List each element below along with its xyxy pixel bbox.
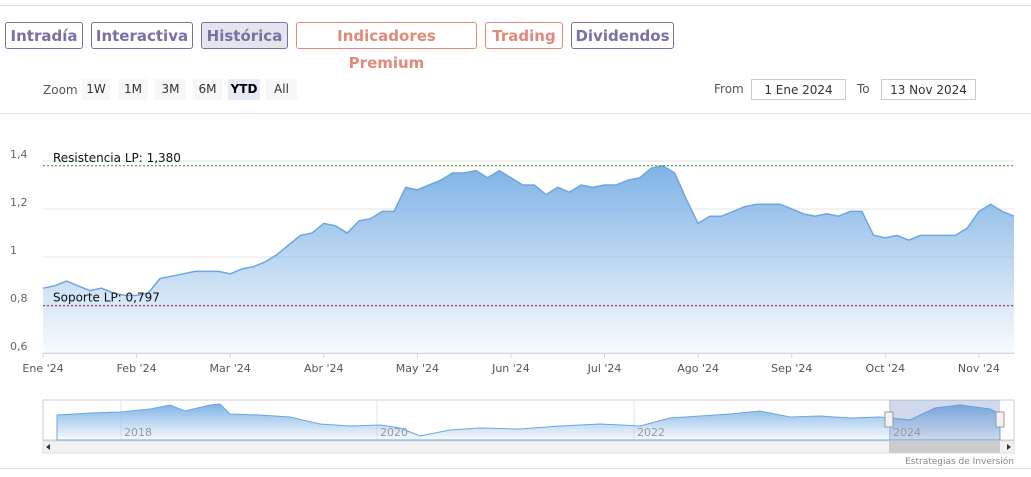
x-tick-label: Jul '24 bbox=[587, 362, 622, 375]
y-tick-label: 0,6 bbox=[10, 340, 28, 353]
zoom-button[interactable]: 6M bbox=[193, 79, 222, 100]
tab[interactable]: Trading bbox=[485, 22, 563, 49]
zoom-button[interactable]: All bbox=[266, 79, 297, 100]
zoom-button[interactable]: 1W bbox=[82, 79, 110, 100]
to-label: To bbox=[857, 82, 870, 96]
top-rule bbox=[0, 5, 1031, 6]
navigator-label: 2022 bbox=[637, 426, 665, 439]
y-tick-label: 1 bbox=[10, 244, 17, 257]
from-input[interactable]: 1 Ene 2024 bbox=[751, 79, 846, 100]
navigator-label: 2020 bbox=[380, 426, 408, 439]
to-input[interactable]: 13 Nov 2024 bbox=[881, 79, 976, 100]
line bbox=[42, 165, 1015, 297]
from-label: From bbox=[714, 82, 744, 96]
zoom-button[interactable]: YTD bbox=[228, 79, 260, 100]
scrollbar-track[interactable] bbox=[42, 440, 1015, 454]
x-tick-label: Nov '24 bbox=[958, 362, 1000, 375]
scrollbar-thumb[interactable] bbox=[889, 441, 1000, 453]
tab[interactable]: Dividendos bbox=[571, 22, 674, 49]
navigator-selection[interactable] bbox=[889, 400, 1000, 440]
x-tick-label: Jun '24 bbox=[491, 362, 530, 375]
x-tick-label: Feb '24 bbox=[117, 362, 157, 375]
tab[interactable]: Histórica bbox=[201, 22, 288, 49]
navigator-handle[interactable] bbox=[884, 411, 894, 428]
area bbox=[43, 165, 1014, 353]
x-tick-label: May '24 bbox=[396, 362, 439, 375]
plot-line-label: Soporte LP: 0,797 bbox=[53, 291, 160, 305]
plot-line-label: Resistencia LP: 1,380 bbox=[53, 151, 181, 165]
x-tick-label: Ene '24 bbox=[22, 362, 63, 375]
navigator-series bbox=[56, 403, 1001, 441]
y-tick-label: 1,2 bbox=[10, 196, 28, 209]
zoom-button[interactable]: 3M bbox=[155, 79, 186, 100]
navigator-handle[interactable] bbox=[995, 411, 1005, 428]
x-tick-label: Mar '24 bbox=[210, 362, 251, 375]
x-tick-label: Sep '24 bbox=[771, 362, 812, 375]
navigator-label: 2024 bbox=[893, 426, 921, 439]
zoom-label: Zoom bbox=[43, 83, 78, 97]
credit: Estrategias de Inversión bbox=[905, 456, 1014, 467]
navigator-frame bbox=[42, 399, 1015, 441]
x-tick-label: Abr '24 bbox=[304, 362, 344, 375]
navigator bbox=[42, 399, 1015, 454]
tab[interactable]: Interactiva bbox=[91, 22, 193, 49]
tab[interactable]: Indicadores Premium bbox=[296, 22, 477, 72]
scroll-arrows[interactable] bbox=[46, 444, 1011, 450]
x-tick-label: Oct '24 bbox=[866, 362, 906, 375]
navigator-label: 2018 bbox=[124, 426, 152, 439]
y-tick-label: 0,8 bbox=[10, 292, 28, 305]
x-tick-label: Ago '24 bbox=[677, 362, 719, 375]
y-tick-label: 1,4 bbox=[10, 148, 28, 161]
tab[interactable]: Intradía bbox=[5, 22, 83, 49]
zoom-button[interactable]: 1M bbox=[118, 79, 148, 100]
